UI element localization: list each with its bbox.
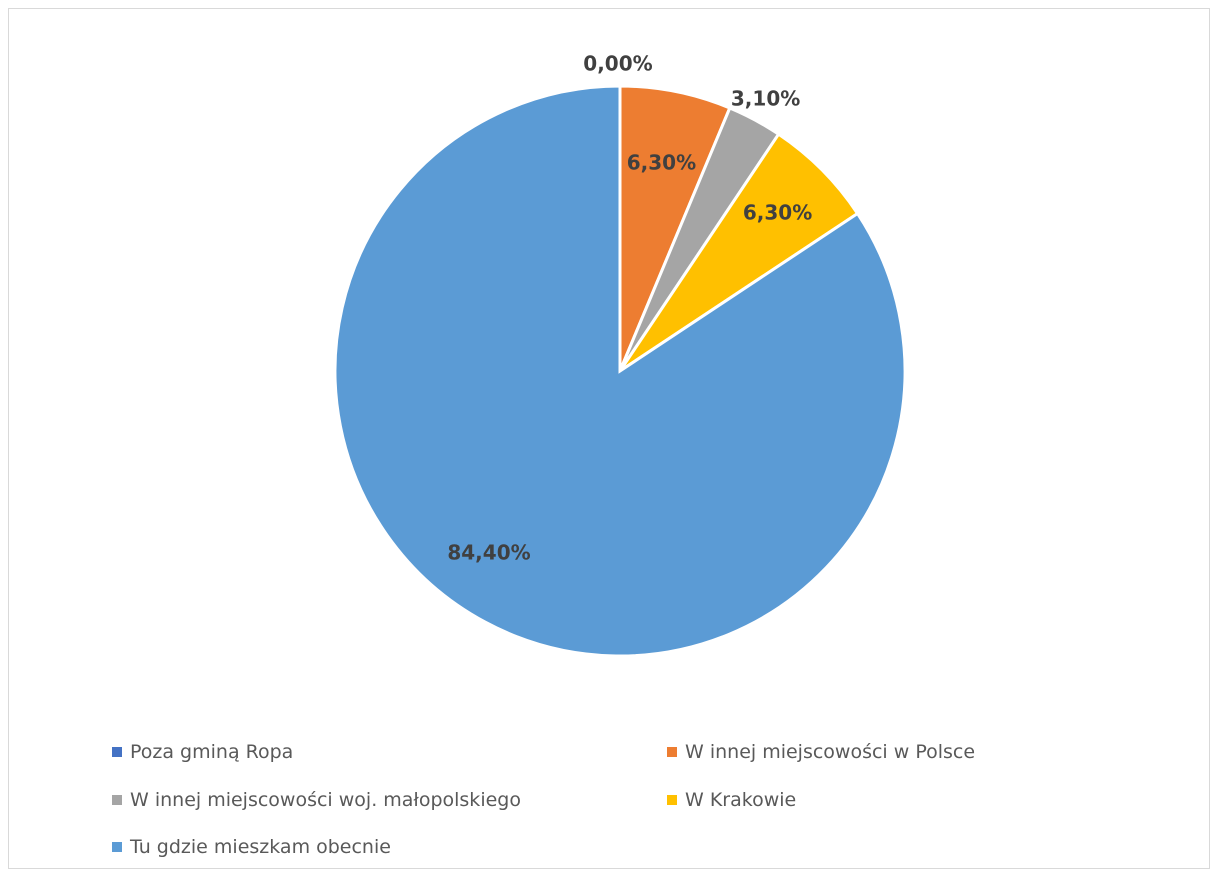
legend-item-poza-gmina-ropa[interactable]: Poza gminą Ropa [112,741,293,763]
legend-label: W Krakowie [685,789,797,811]
legend-swatch [667,747,677,757]
data-label-w-innej-miejscowosci-woj-malopolskiego: 3,10% [731,86,800,110]
data-label-poza-gmina-ropa: 0,00% [583,51,652,75]
legend-swatch [112,747,122,757]
legend-label: Poza gminą Ropa [130,741,294,763]
legend-label: Tu gdzie mieszkam obecnie [130,836,391,858]
data-label-tu-gdzie-mieszkam-obecnie: 84,40% [447,541,530,565]
legend-item-w-innej-miejscowosci-w-polsce[interactable]: W innej miejscowości w Polsce [667,741,975,763]
data-label-w-krakowie: 6,30% [743,201,812,225]
legend-item-w-krakowie[interactable]: W Krakowie [667,789,796,811]
legend-item-tu-gdzie-mieszkam-obecnie[interactable]: Tu gdzie mieszkam obecnie [112,836,391,858]
legend-swatch [667,795,677,805]
pie-slice-tu-gdzie-mieszkam-obecnie[interactable] [333,84,907,658]
legend-swatch [112,795,122,805]
legend-label: W innej miejscowości w Polsce [685,741,976,763]
legend-label: W innej miejscowości woj. małopolskiego [130,789,521,811]
pie-slice-w-innej-miejscowosci-w-polsce[interactable] [618,84,732,372]
data-label-w-innej-miejscowosci-w-polsce: 6,30% [627,151,696,175]
legend-swatch [112,842,122,852]
legend-item-w-innej-miejscowosci-woj-malopolskiego[interactable]: W innej miejscowości woj. małopolskiego [112,789,521,811]
pie-slice-w-krakowie[interactable] [618,132,860,373]
